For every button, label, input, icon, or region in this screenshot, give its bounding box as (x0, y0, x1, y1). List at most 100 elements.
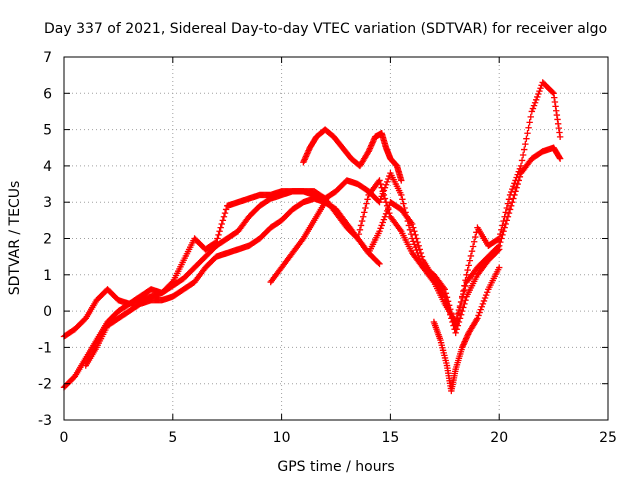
data-point (382, 210, 390, 218)
data-point (498, 226, 505, 233)
data-point (504, 200, 512, 207)
data-point (477, 306, 484, 313)
data-point (375, 259, 382, 267)
data-point (462, 277, 469, 284)
data-point (531, 99, 539, 106)
y-tick-label: -3 (38, 413, 52, 429)
data-point (304, 148, 312, 156)
grid (64, 57, 608, 420)
data-point (383, 207, 391, 215)
data-point (360, 213, 367, 220)
data-point (464, 332, 471, 339)
y-tick-label: 2 (43, 232, 52, 248)
data-point (356, 226, 364, 233)
data-point (512, 177, 519, 184)
y-tick-label: 0 (43, 304, 52, 320)
data-point (509, 185, 516, 193)
data-point (168, 279, 175, 287)
data-point (459, 344, 466, 351)
data-point (377, 196, 384, 203)
data-point (411, 228, 418, 235)
data-point (479, 300, 487, 308)
data-point (413, 246, 420, 254)
data-point (215, 231, 222, 239)
data-point (523, 135, 530, 142)
data-point (503, 204, 511, 212)
data-point (454, 322, 462, 329)
data-point (366, 146, 373, 154)
y-axis-title: SDTVAR / TECUs (7, 181, 23, 296)
data-point (499, 222, 506, 229)
data-point (408, 220, 416, 228)
data-point (461, 282, 468, 289)
y-tick-label: -1 (38, 340, 52, 356)
data-point (407, 219, 415, 226)
data-point (300, 157, 308, 165)
data-point (364, 196, 371, 203)
data-point (494, 247, 502, 254)
data-point (381, 195, 389, 202)
data-point (554, 120, 562, 127)
data-point (445, 307, 453, 315)
data-point (398, 191, 405, 199)
data-point (522, 140, 529, 148)
x-tick-label: 15 (381, 430, 399, 446)
data-point (496, 246, 503, 253)
data-point (304, 150, 311, 157)
data-point (370, 136, 378, 143)
data-point (551, 98, 559, 106)
data-point (465, 262, 472, 269)
data-point (368, 142, 375, 149)
x-tick-label: 5 (168, 430, 177, 446)
data-point (305, 147, 312, 154)
data-point (494, 236, 502, 243)
data-point (302, 154, 309, 162)
data-point (553, 111, 561, 119)
data-point (478, 303, 485, 310)
data-point (443, 300, 451, 308)
data-point (299, 236, 306, 244)
data-point (357, 222, 365, 229)
data-point (515, 168, 522, 175)
data-point (444, 304, 452, 311)
data-point (532, 96, 540, 104)
data-point (480, 297, 488, 305)
data-point (407, 230, 415, 238)
data-point (524, 130, 531, 137)
data-point (406, 226, 414, 233)
data-point (398, 177, 405, 184)
data-point (376, 177, 383, 184)
data-point (381, 213, 389, 220)
data-point (457, 298, 465, 306)
data-point (212, 239, 219, 247)
x-tick-label: 10 (273, 430, 291, 446)
data-point (300, 159, 307, 166)
data-point (448, 315, 455, 322)
data-point (363, 200, 370, 207)
data-point (365, 148, 372, 155)
data-point (462, 336, 469, 344)
data-point (530, 102, 538, 109)
y-tick-label: 4 (43, 159, 52, 175)
data-point (466, 257, 474, 264)
data-point (518, 157, 526, 164)
data-point (556, 133, 564, 141)
data-point (366, 145, 374, 152)
data-point (511, 180, 518, 187)
data-layer (60, 79, 564, 395)
data-point (473, 316, 480, 324)
data-point (358, 217, 366, 225)
data-point (400, 200, 407, 207)
data-point (459, 342, 467, 350)
data-point (460, 304, 467, 311)
data-point (399, 196, 406, 203)
data-point (412, 244, 419, 251)
data-point (500, 217, 507, 225)
data-point (415, 242, 422, 249)
data-point (452, 329, 459, 337)
data-point (460, 341, 467, 348)
data-point (461, 338, 469, 345)
data-point (550, 90, 557, 97)
data-point (462, 297, 469, 304)
data-point (367, 143, 374, 151)
